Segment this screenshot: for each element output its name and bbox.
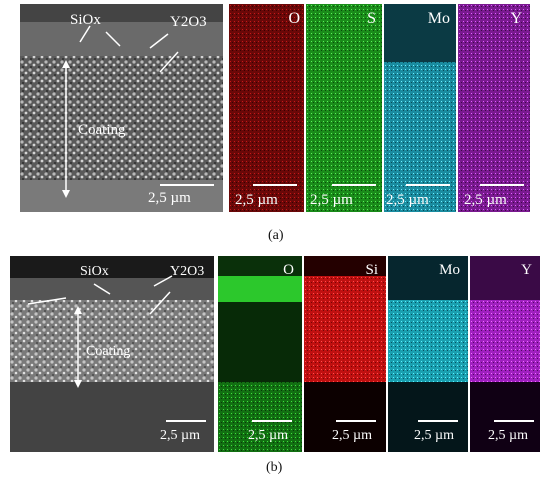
scale-label-b-y: 2,5 µm — [488, 428, 528, 443]
scale-bar-b-si — [336, 420, 376, 422]
siox-label-b: SiOx — [80, 264, 109, 279]
eds-map-b-y: Y 2,5 µm — [470, 256, 540, 452]
element-label-b-mo: Mo — [439, 262, 460, 278]
element-label-a-s: S — [367, 10, 376, 27]
scale-label-a-s: 2,5 µm — [310, 192, 353, 208]
y2o3-label-a: Y2O3 — [170, 14, 207, 30]
coating-label-b: Coating — [86, 344, 131, 359]
scale-bar-a-mo — [406, 184, 450, 186]
eds-map-a-o: O 2,5 µm — [229, 4, 304, 212]
scale-bar-b-mo — [418, 420, 458, 422]
scale-label-a-mo: 2,5 µm — [386, 192, 429, 208]
element-label-a-y: Y — [510, 10, 522, 27]
coating-label-a: Coating — [78, 122, 126, 138]
scale-label-a-o: 2,5 µm — [235, 192, 278, 208]
siox-label-a: SiOx — [70, 12, 101, 28]
scale-bar-a-o — [253, 184, 297, 186]
y2o3-label-b: Y2O3 — [170, 264, 205, 279]
element-label-b-si: Si — [365, 262, 378, 278]
sem-image-a: SiOx Y2O3 Coating 2,5 µm — [20, 4, 223, 212]
scale-bar-a-s — [332, 184, 376, 186]
scale-bar-a-sem — [160, 184, 214, 186]
eds-map-b-o: O 2,5 µm — [218, 256, 302, 452]
caption-b: (b) — [266, 460, 283, 475]
sem-texture-a — [20, 4, 223, 212]
scale-bar-b-sem — [166, 420, 206, 422]
scale-label-b-sem: 2,5 µm — [160, 428, 200, 443]
scale-label-a-sem: 2,5 µm — [148, 190, 191, 206]
scale-label-a-y: 2,5 µm — [464, 192, 507, 208]
element-label-a-mo: Mo — [427, 10, 450, 27]
eds-map-b-si: Si 2,5 µm — [304, 256, 386, 452]
eds-map-b-mo: Mo 2,5 µm — [388, 256, 468, 452]
element-label-a-o: O — [288, 10, 300, 27]
element-label-b-y: Y — [521, 262, 532, 278]
eds-map-a-s: S 2,5 µm — [306, 4, 382, 212]
scale-label-b-si: 2,5 µm — [332, 428, 372, 443]
sem-texture-b — [10, 256, 214, 452]
eds-map-a-y: Y 2,5 µm — [458, 4, 530, 212]
scale-bar-b-o — [252, 420, 292, 422]
scale-label-b-mo: 2,5 µm — [414, 428, 454, 443]
scale-bar-b-y — [494, 420, 534, 422]
caption-a: (a) — [268, 228, 284, 243]
scale-label-b-o: 2,5 µm — [248, 428, 288, 443]
scale-bar-a-y — [480, 184, 524, 186]
element-label-b-o: O — [283, 262, 294, 278]
sem-image-b: SiOx Y2O3 Coating 2,5 µm — [10, 256, 214, 452]
eds-map-a-mo: Mo 2,5 µm — [384, 4, 456, 212]
